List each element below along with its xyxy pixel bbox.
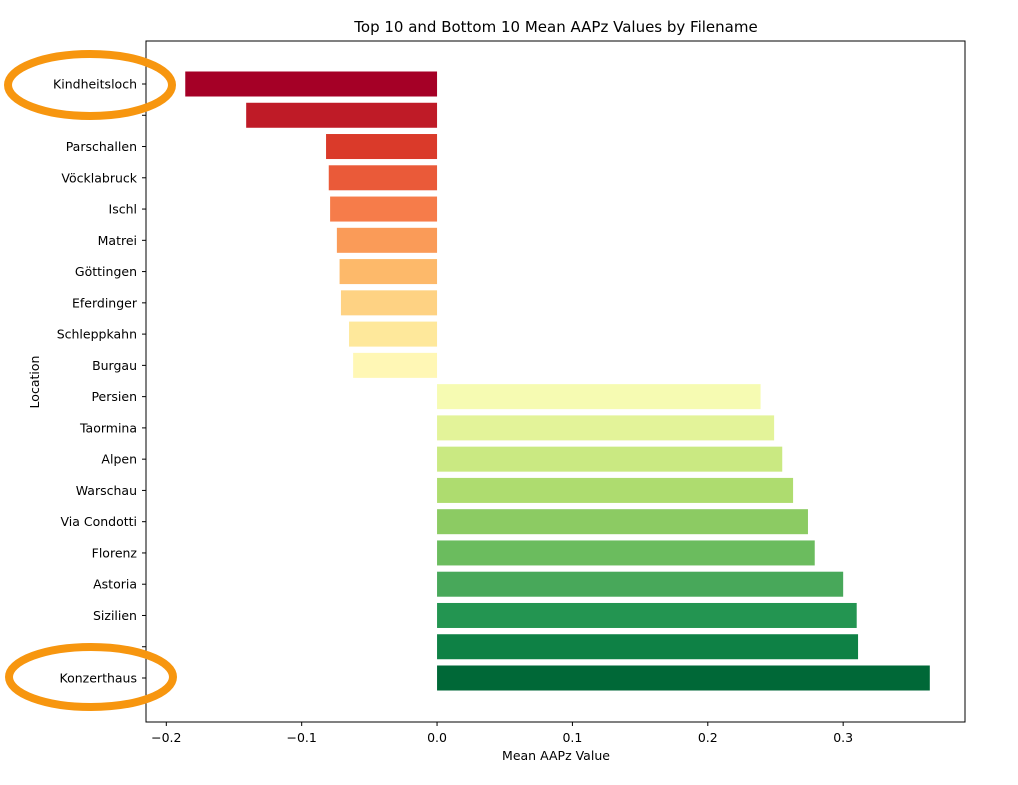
bar (437, 415, 775, 441)
bar (326, 134, 438, 160)
y-tick-label: Vöcklabruck (61, 170, 137, 185)
x-tick-label: −0.2 (151, 730, 181, 745)
y-tick-label: Taormina (79, 420, 137, 435)
bar (328, 165, 438, 191)
y-tick-label: Parschallen (66, 139, 137, 154)
highlight-annotations (4, 50, 177, 711)
y-tick-label: Matrei (98, 233, 137, 248)
bar (437, 634, 859, 660)
y-tick-label: Burgau (92, 358, 137, 373)
x-tick-label: 0.2 (698, 730, 718, 745)
highlight-ellipse-top (4, 50, 176, 120)
chart-title: Top 10 and Bottom 10 Mean AAPz Values by… (353, 18, 757, 36)
x-tick-label: 0.0 (427, 730, 447, 745)
bar (437, 384, 761, 410)
x-tick-label: −0.1 (286, 730, 316, 745)
y-tick-label: Warschau (76, 483, 137, 498)
plot-area-frame (145, 40, 966, 723)
bar (437, 665, 930, 691)
y-tick-label: Alpen (101, 452, 137, 467)
y-tick-label: Schleppkahn (57, 327, 137, 342)
bar (336, 227, 438, 253)
y-tick-label: Sizilien (93, 608, 137, 623)
x-axis: −0.2 −0.1 0.0 0.1 0.2 0.3 (151, 722, 853, 745)
y-tick-label: Via Condotti (60, 514, 137, 529)
bar (339, 259, 438, 285)
highlight-ellipse-bottom (5, 643, 177, 711)
bar (437, 509, 808, 535)
bar (340, 290, 438, 316)
bar (437, 446, 783, 472)
y-axis-label: Location (27, 356, 42, 409)
y-tick-label: Eferdinger (72, 295, 138, 310)
bar (353, 352, 438, 378)
y-tick-label: Konzerthaus (60, 671, 137, 686)
y-axis: Kindheitsloch Parschallen Vöcklabruck Ischl… (53, 77, 146, 686)
y-tick-label: Astoria (93, 577, 137, 592)
bar (437, 602, 857, 628)
bar (349, 321, 438, 347)
x-axis-label: Mean AAPz Value (502, 748, 610, 763)
bar (330, 196, 438, 222)
y-tick-label: Persien (91, 389, 137, 404)
y-tick-label: Florenz (92, 545, 138, 560)
bar (185, 71, 438, 97)
bars-group (185, 71, 930, 691)
y-tick-label: Göttingen (75, 264, 137, 279)
bar (246, 102, 438, 128)
y-tick-label: Kindheitsloch (53, 77, 137, 92)
bar (437, 540, 815, 566)
x-tick-label: 0.1 (562, 730, 582, 745)
bar (437, 571, 844, 597)
x-tick-label: 0.3 (833, 730, 853, 745)
bar (437, 477, 794, 503)
y-tick-label: Ischl (109, 202, 137, 217)
